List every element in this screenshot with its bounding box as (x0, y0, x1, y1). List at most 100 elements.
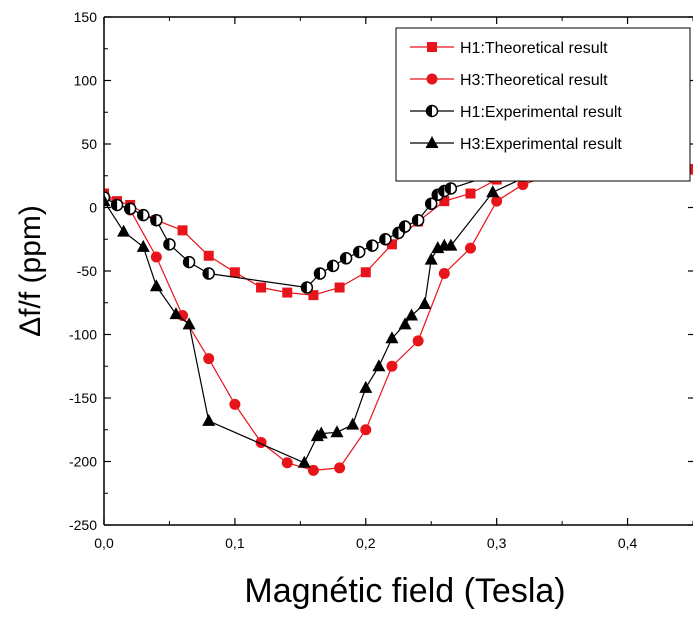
data-point (334, 462, 346, 474)
data-point (444, 238, 458, 251)
data-point (104, 194, 111, 207)
data-point (334, 282, 345, 293)
half-circle-fill (137, 209, 144, 221)
series-3 (104, 169, 497, 294)
data-point (438, 184, 451, 198)
half-circle-fill (340, 252, 347, 264)
x-axis-title: Magnétic field (Tesla) (244, 572, 565, 610)
half-circle-fill (445, 182, 451, 194)
legend-marker (426, 73, 438, 85)
half-circle-fill (183, 256, 190, 268)
data-point (359, 380, 373, 393)
half-circle-fill (314, 268, 320, 280)
half-circle-fill (163, 238, 170, 250)
legend-box (395, 27, 691, 182)
half-circle-fill (203, 268, 209, 280)
data-point (300, 281, 314, 294)
data-point (360, 424, 372, 436)
data-point (182, 317, 196, 330)
data-point (366, 239, 379, 252)
data-point (386, 360, 398, 372)
data-point (314, 426, 328, 439)
half-circle-fill (438, 185, 445, 197)
data-point (379, 233, 392, 246)
x-tick-label: 0,4 (618, 535, 638, 551)
data-point (339, 252, 353, 265)
data-point (418, 297, 432, 310)
data-point (385, 331, 399, 344)
data-point (386, 239, 397, 250)
data-point (110, 198, 124, 212)
x-tick-label: 0,2 (356, 535, 376, 551)
data-point (313, 267, 327, 280)
data-point (491, 195, 503, 207)
data-point (177, 225, 188, 236)
data-point (136, 239, 150, 252)
data-point (330, 425, 344, 438)
legend: H1:Theoretical result H3:Theoretical resu… (395, 27, 691, 182)
data-point (282, 287, 293, 298)
data-point (117, 224, 131, 237)
data-point (444, 182, 458, 195)
y-tick-label: -250 (69, 517, 97, 533)
data-point (352, 245, 366, 259)
legend-marker (425, 136, 439, 148)
half-circle-fill (327, 260, 334, 272)
x-tick-label: 0,0 (94, 535, 114, 551)
data-point (405, 308, 419, 321)
half-circle-fill (426, 105, 432, 117)
data-point (169, 307, 183, 320)
data-point (137, 208, 150, 222)
y-tick-label: -150 (69, 390, 97, 406)
y-tick-label: 150 (74, 9, 98, 25)
legend-label: H1:Experimental result (460, 104, 622, 121)
data-point (398, 317, 412, 330)
data-point (203, 353, 215, 365)
y-tick-label: -200 (69, 454, 97, 470)
half-circle-fill (399, 221, 406, 233)
y-tick-label: -100 (69, 327, 97, 343)
legend-marker (425, 104, 439, 118)
data-point (326, 259, 340, 273)
half-circle-fill (301, 282, 307, 294)
data-point (163, 238, 176, 251)
half-circle-fill (150, 214, 157, 226)
half-circle-fill (432, 189, 438, 201)
y-tick-label: 100 (74, 73, 98, 89)
data-point (360, 267, 371, 278)
half-circle-fill (412, 214, 419, 226)
data-point (281, 457, 293, 469)
data-point (297, 455, 311, 468)
data-point (517, 179, 529, 191)
data-point (182, 255, 196, 269)
data-point (486, 185, 500, 198)
half-circle-fill (366, 240, 373, 252)
data-point (424, 252, 438, 265)
data-point (150, 251, 162, 263)
data-point (464, 242, 476, 254)
x-tick-label: 0,1 (225, 535, 245, 551)
legend-label: H1:Theoretical result (460, 40, 608, 57)
half-circle-fill (111, 199, 118, 211)
data-point (412, 335, 424, 347)
series-4 (104, 154, 569, 468)
legend-label: H3:Theoretical result (460, 72, 608, 89)
half-circle-fill (353, 246, 360, 258)
data-point (256, 282, 267, 293)
data-point (398, 220, 412, 233)
data-point (202, 413, 216, 426)
data-point (308, 290, 319, 301)
data-point (229, 267, 240, 278)
half-circle-fill (393, 227, 399, 239)
data-point (372, 359, 386, 372)
y-axis-title: Δf/f (ppm) (14, 205, 47, 337)
data-point (150, 213, 163, 227)
data-point (465, 188, 476, 199)
axes-layer: -250 -200 -150 -100 -50 0 50 100 150 0,0 0,1 0,2 0,3… (69, 9, 693, 551)
y-tick-label: 50 (81, 136, 97, 152)
data-point (411, 213, 425, 227)
legend-marker (427, 42, 437, 52)
legend-label: H3:Experimental result (460, 136, 622, 153)
half-circle-fill (379, 233, 386, 245)
